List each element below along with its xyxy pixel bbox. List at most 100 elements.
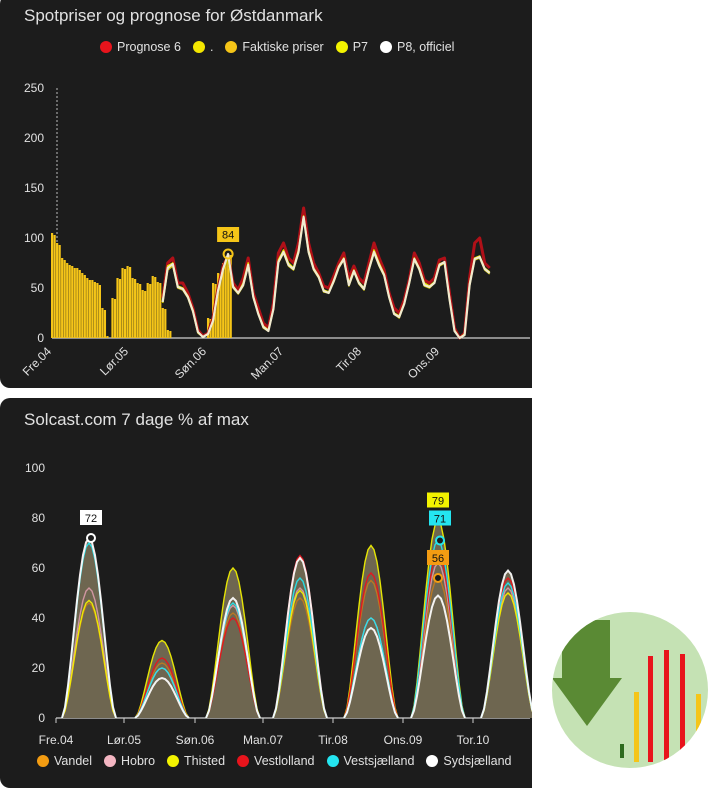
y-tick-label: 150 (24, 181, 44, 195)
price-bar (159, 283, 162, 338)
price-bar (111, 298, 114, 338)
legend-label: Hobro (121, 754, 156, 768)
price-bar (68, 265, 71, 338)
legend-label: P7 (352, 40, 368, 54)
series-line (410, 594, 466, 719)
legend-dot-icon (335, 41, 348, 53)
series-line (343, 626, 399, 719)
price-bar (149, 284, 152, 338)
price-bar (217, 273, 220, 338)
annotation-marker (86, 533, 96, 543)
legend-item[interactable]: P8, officiel (380, 40, 454, 54)
price-bar (123, 269, 127, 338)
x-tick-label: Ons.09 (384, 733, 423, 747)
price-bar (81, 273, 84, 338)
price-bar (126, 266, 129, 338)
area-fill (344, 545, 398, 718)
solcast-card: Solcast.com 7 dage % af max 0 20 40 60 80 100… (0, 398, 532, 788)
legend-dot-icon (326, 755, 339, 767)
price-bar (91, 280, 94, 338)
price-bar (156, 282, 159, 338)
x-tick-label: Søn.06 (176, 733, 215, 747)
legend-item[interactable]: . (192, 40, 214, 54)
y-tick-label: 80 (32, 511, 46, 525)
y-tick-label: 0 (37, 331, 44, 345)
legend-item[interactable]: Faktiske priser (225, 40, 324, 54)
price-bar (164, 309, 167, 338)
y-tick-label: 100 (25, 461, 45, 475)
legend-label: Vestsjælland (343, 754, 415, 768)
price-bar (161, 308, 164, 338)
legend-dot-icon (37, 755, 49, 767)
area-fill (62, 538, 116, 718)
series-line (205, 566, 261, 719)
price-bar (144, 291, 147, 338)
series-line (134, 667, 190, 719)
annotation-box (217, 227, 240, 242)
price-bar (118, 279, 122, 338)
price-bar (58, 245, 61, 338)
legend-label: Prognose 6 (117, 40, 181, 54)
price-bar (76, 268, 79, 338)
series-line (480, 568, 532, 719)
price-bar (53, 235, 56, 338)
legend-item[interactable]: Vandel (37, 754, 92, 768)
legend-item[interactable]: Prognose 6 (100, 40, 181, 54)
annotation-label: 79 (432, 496, 444, 508)
price-bar (131, 278, 134, 338)
annotation-label: 72 (85, 513, 97, 525)
area-fill (206, 568, 260, 718)
series-line (343, 544, 399, 719)
series-line (61, 599, 117, 719)
area-fill (411, 520, 465, 718)
legend-dot-icon (100, 41, 112, 53)
annotation-label: 84 (222, 230, 234, 242)
app-badge[interactable] (552, 612, 708, 768)
price-bar (121, 268, 124, 338)
series-line (161, 215, 491, 340)
legend-item[interactable]: Thisted (167, 754, 225, 768)
legend-item[interactable]: Hobro (104, 754, 155, 768)
price-bar (71, 266, 74, 338)
x-tick-label: Fre.04 (20, 344, 55, 379)
price-bar (224, 264, 227, 338)
y-tick-label: 40 (32, 611, 46, 625)
legend-dot-icon (426, 755, 439, 767)
price-bar (154, 277, 157, 338)
card-title: Solcast.com 7 dage % af max (24, 410, 249, 429)
price-bar (222, 263, 225, 338)
y-tick-label: 250 (24, 81, 44, 95)
x-tick-label: Man.07 (248, 344, 286, 382)
area-fill (135, 640, 189, 718)
legend-dot-icon (380, 41, 392, 53)
price-bar (66, 263, 69, 338)
legend-item[interactable]: Vestsjælland (326, 754, 415, 768)
chart-legend[interactable]: Prognose 6. Faktiske priser P7 P8, officiel (100, 40, 466, 54)
price-bar (227, 254, 230, 338)
legend-item[interactable]: P7 (335, 40, 368, 54)
legend-item[interactable]: Sydsjælland (426, 754, 511, 768)
price-bar (166, 330, 169, 338)
y-tick-label: 20 (32, 661, 46, 675)
annotation-box (427, 550, 449, 565)
x-tick-label: Tir.08 (333, 344, 364, 375)
x-tick-label: Tir.08 (318, 733, 348, 747)
legend-label: P8, officiel (397, 40, 455, 54)
chart-legend[interactable]: Vandel Hobro Thisted Vestlolland Vestsjællan… (37, 754, 523, 768)
legend-label: . (209, 40, 214, 54)
price-bar (83, 275, 86, 338)
legend-item[interactable]: Vestlolland (237, 754, 315, 768)
x-tick-label: Man.07 (243, 733, 283, 747)
legend-label: Vandel (54, 754, 92, 768)
x-tick-label: Søn.06 (172, 344, 209, 381)
area-fill (481, 570, 532, 718)
spotprice-card: Spotpriser og prognose for Østdanmark Pr… (0, 0, 532, 388)
price-bar (63, 260, 66, 338)
card-title: Spotpriser og prognose for Østdanmark (24, 6, 323, 25)
y-tick-label: 200 (24, 131, 44, 145)
price-bar (141, 290, 144, 338)
solcast-chart: 0 20 40 60 80 100 Fre.04 Lør.05 Søn.06 Man.07 Tir.… (25, 461, 532, 747)
x-tick-label: Ons.09 (405, 344, 442, 381)
legend-dot-icon (237, 755, 250, 767)
y-tick-label: 60 (32, 561, 46, 575)
